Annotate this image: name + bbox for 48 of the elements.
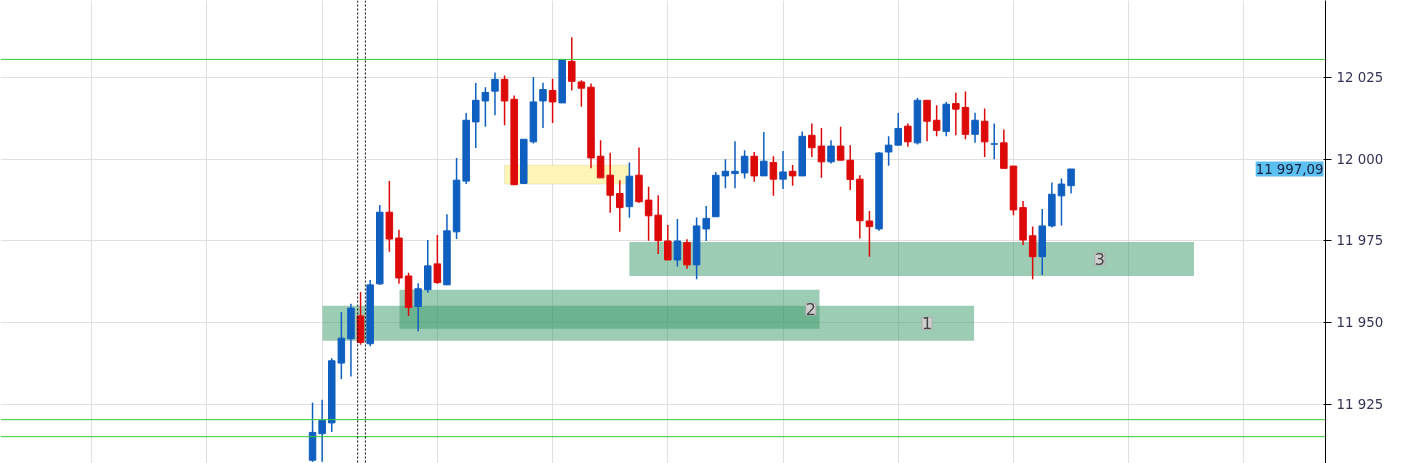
candlestick bbox=[1028, 225, 1037, 281]
candlestick bbox=[894, 112, 902, 146]
candlestick bbox=[750, 151, 758, 183]
candlestick bbox=[414, 282, 422, 333]
candlestick bbox=[808, 122, 816, 158]
candlestick bbox=[760, 131, 768, 177]
candlestick bbox=[817, 127, 826, 179]
candlestick bbox=[846, 144, 854, 191]
candlestick bbox=[779, 150, 787, 190]
candlestick bbox=[740, 149, 749, 180]
candlestick bbox=[971, 111, 979, 144]
candlestick bbox=[836, 126, 845, 161]
candlestick bbox=[865, 210, 874, 258]
candlestick bbox=[788, 164, 797, 187]
y-tick-label: 11 975 bbox=[1336, 233, 1384, 249]
candlestick bbox=[731, 140, 739, 190]
candlestick bbox=[683, 238, 691, 270]
candlestick bbox=[980, 107, 989, 158]
candlestick bbox=[884, 135, 893, 167]
band-label: 1 bbox=[921, 314, 933, 334]
candlestick bbox=[1067, 168, 1075, 195]
candlestick bbox=[548, 77, 557, 124]
candlestick bbox=[1057, 177, 1066, 227]
candlestick bbox=[424, 239, 432, 294]
candlestick bbox=[827, 139, 835, 165]
candlestick bbox=[769, 155, 778, 197]
candlestick bbox=[491, 71, 499, 117]
candlestick bbox=[664, 224, 672, 261]
y-tick-label: 11 950 bbox=[1336, 315, 1384, 331]
candlestick bbox=[616, 179, 624, 233]
candlestick bbox=[318, 398, 326, 463]
candlestick bbox=[923, 99, 931, 142]
candlestick bbox=[990, 122, 999, 160]
candlestick bbox=[673, 218, 682, 268]
candlestick bbox=[433, 234, 442, 285]
candlestick bbox=[932, 104, 941, 138]
candlestick bbox=[904, 122, 912, 148]
y-tick-label: 12 000 bbox=[1336, 151, 1384, 167]
candlestick bbox=[577, 79, 586, 108]
candlestick bbox=[568, 36, 576, 92]
candlestick bbox=[500, 74, 509, 126]
candlestick bbox=[952, 92, 960, 137]
band-label: 2 bbox=[805, 300, 816, 320]
candlestick bbox=[539, 81, 547, 129]
band-label: 3 bbox=[1094, 249, 1105, 269]
y-tick-label: 11 925 bbox=[1336, 397, 1384, 413]
y-tick-label: 12 025 bbox=[1336, 69, 1384, 85]
annotation: 11 997,09 bbox=[1255, 161, 1324, 177]
